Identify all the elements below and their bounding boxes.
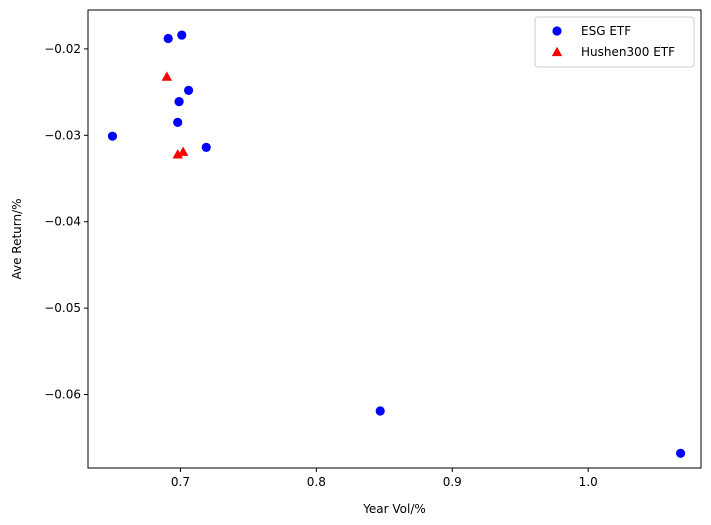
esg-etf-point [375,406,385,416]
x-tick-label: 0.7 [171,475,190,489]
esg-etf-point [201,142,211,152]
y-axis: −0.02 −0.03 −0.04 −0.05 −0.06 [44,42,88,402]
legend: ESG ETF Hushen300 ETF [534,16,695,68]
esg-etf-point [177,30,187,40]
esg-etf-point [163,33,173,44]
y-tick-label: −0.03 [44,128,81,142]
x-tick-label: 0.8 [307,475,326,489]
y-tick-label: −0.02 [44,42,81,56]
esg-etf-point [174,97,184,107]
legend-label-esg-etf: ESG ETF [581,24,631,38]
plot-frame [87,9,702,469]
esg-etf-point [173,117,183,127]
esg-etf-point [183,85,194,95]
y-tick-label: −0.05 [44,301,81,315]
y-tick-label: −0.04 [44,215,81,229]
y-tick-label: −0.06 [44,388,81,402]
x-axis: 0.7 0.8 0.9 1.0 [171,468,598,489]
hushen300-etf-point [177,146,189,156]
esg-etf-point [107,131,118,141]
x-tick-label: 0.9 [443,475,462,489]
hushen300-etf-point [172,149,183,159]
hushen300-etf-point [161,71,173,81]
legend-marker-hushen300-etf [551,46,563,57]
y-axis-label: Ave Return/% [10,198,24,279]
x-tick-label: 1.0 [579,475,598,489]
legend-items: ESG ETF Hushen300 ETF [551,24,675,59]
x-axis-label: Year Vol/% [362,502,426,516]
esg-etf-point [676,448,686,458]
legend-marker-esg-etf [552,26,562,36]
data-points-layer [107,30,686,458]
legend-label-hushen300-etf: Hushen300 ETF [581,45,675,59]
legend-box [534,16,695,68]
